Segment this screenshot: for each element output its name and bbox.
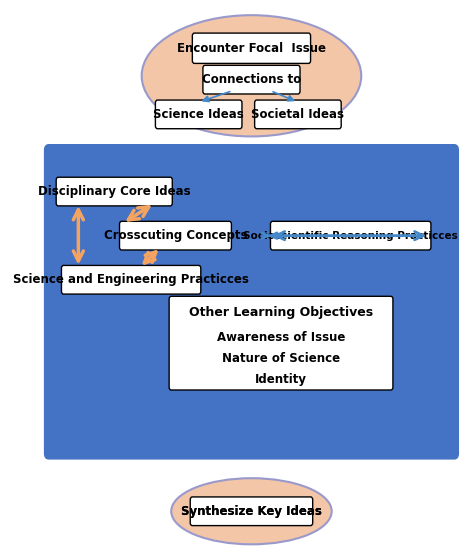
FancyBboxPatch shape [45, 145, 458, 459]
FancyBboxPatch shape [255, 100, 341, 129]
FancyBboxPatch shape [56, 177, 172, 206]
Text: Crosscuting Concepts: Crosscuting Concepts [104, 229, 247, 242]
Text: Socioscientific Reasoning Practicces: Socioscientific Reasoning Practicces [243, 230, 458, 240]
FancyBboxPatch shape [119, 222, 231, 250]
Text: Awareness of Issue: Awareness of Issue [217, 331, 345, 344]
FancyBboxPatch shape [62, 265, 201, 294]
FancyBboxPatch shape [271, 222, 431, 250]
Text: Connections to: Connections to [202, 73, 301, 86]
FancyBboxPatch shape [169, 296, 393, 390]
FancyBboxPatch shape [190, 497, 313, 526]
Text: Synthesize Key Ideas: Synthesize Key Ideas [181, 505, 322, 518]
Ellipse shape [171, 478, 332, 545]
Text: Science Ideas: Science Ideas [153, 108, 244, 121]
FancyBboxPatch shape [155, 100, 242, 129]
Text: Societal Ideas: Societal Ideas [251, 108, 345, 121]
Text: Disciplinary Core Ideas: Disciplinary Core Ideas [38, 185, 191, 198]
Text: Nature of Science: Nature of Science [222, 352, 340, 365]
FancyBboxPatch shape [203, 65, 300, 94]
Text: Science and Engineering Practicces: Science and Engineering Practicces [13, 273, 249, 286]
Text: Identity: Identity [255, 373, 307, 386]
Text: Encounter Focal  Issue: Encounter Focal Issue [177, 42, 326, 55]
FancyBboxPatch shape [192, 33, 310, 63]
Ellipse shape [142, 15, 361, 136]
Text: Synthesize Key Ideas: Synthesize Key Ideas [181, 505, 322, 518]
Text: Other Learning Objectives: Other Learning Objectives [189, 306, 373, 319]
